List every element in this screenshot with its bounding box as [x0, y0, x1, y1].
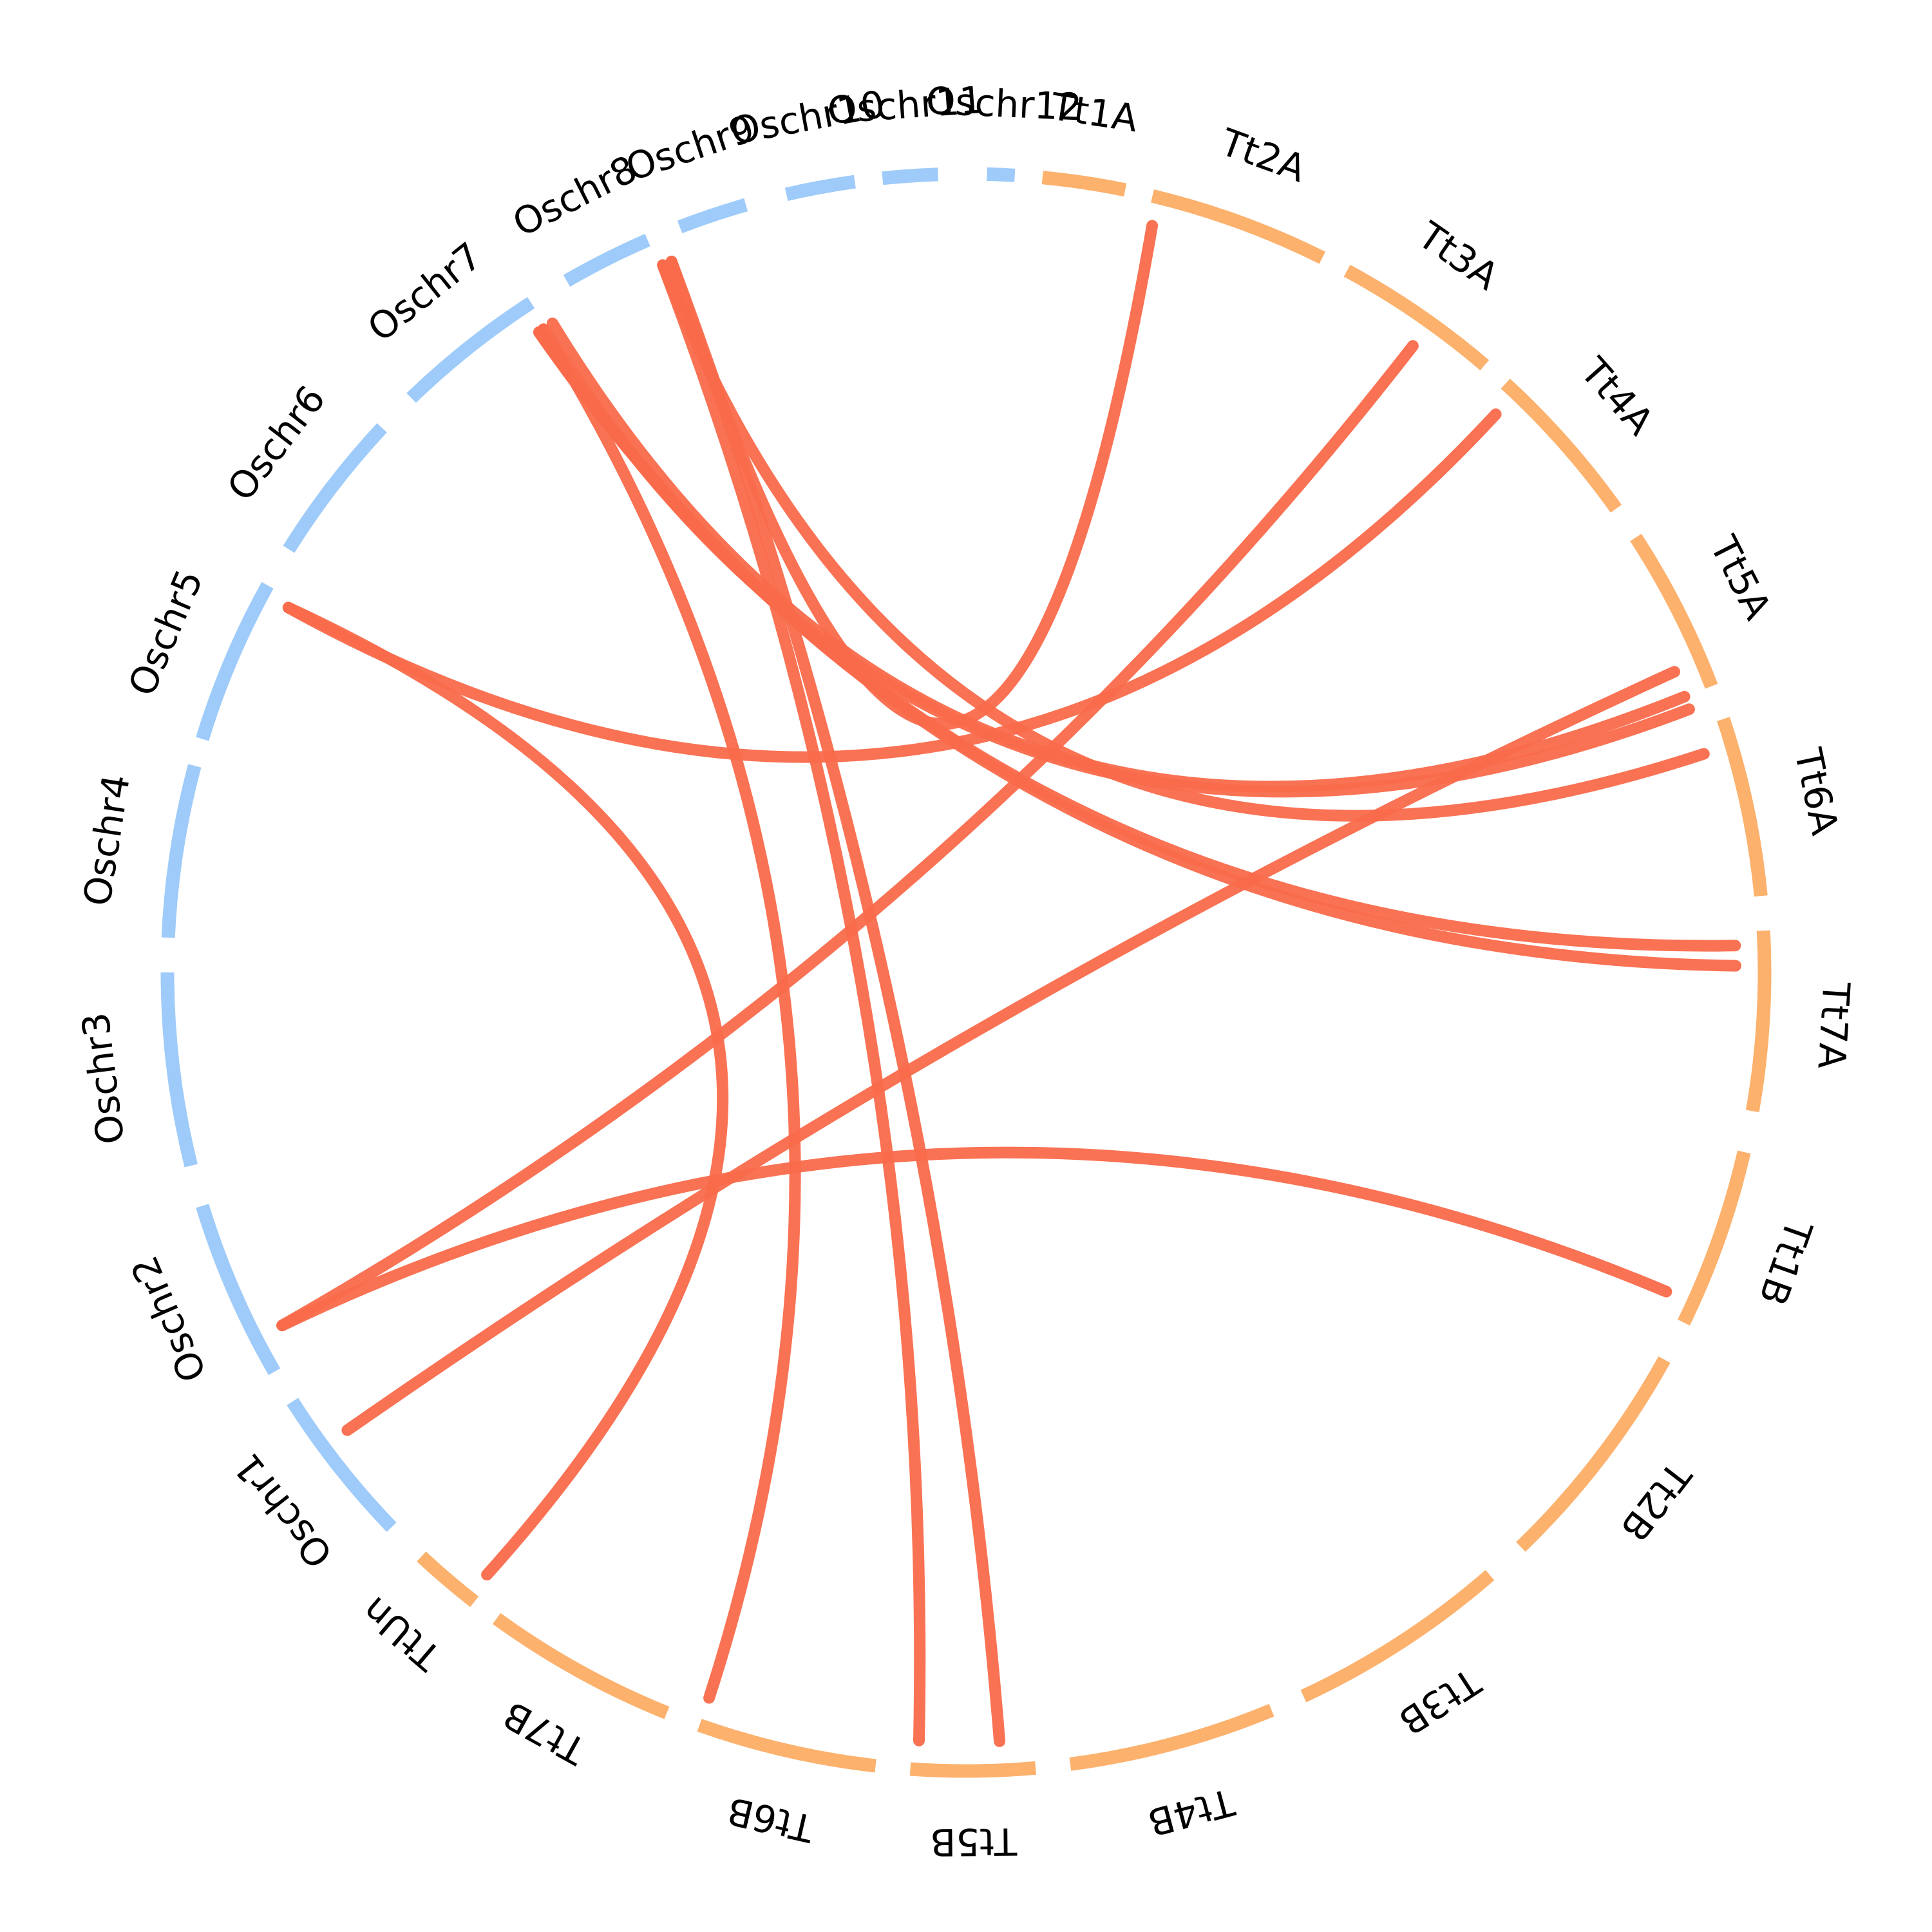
chromosome-label-tt2a: Tt2A [1215, 120, 1312, 191]
chromosome-label-tt5a: Tt5A [1701, 529, 1780, 627]
synteny-link-oschr2-tt3a [276, 340, 1419, 1332]
chromosome-label-oschr5: Oschr5 [120, 564, 212, 703]
chromosome-label-tt7a: Tt7A [1809, 980, 1858, 1070]
chromosome-segment-tt1a [1041, 171, 1127, 197]
chromosome-segment-tt4a [1501, 379, 1622, 513]
chromosome-segment-tt3b [1300, 1569, 1495, 1703]
chromosome-segment-oschr12 [987, 167, 1016, 182]
chromosome-segment-tt3a [1343, 265, 1490, 371]
chromosome-segment-oschr1 [287, 1397, 397, 1532]
chromosome-label-oschr1: Oschr1 [225, 1445, 341, 1576]
chromosome-label-tt1b: Tt1B [1750, 1214, 1821, 1311]
chromosome-label-tt3a: Tt3A [1410, 213, 1507, 299]
chromosome-segments [160, 167, 1772, 1778]
chromosome-label-oschr6: Oschr6 [219, 377, 334, 509]
chromosome-label-tt3b: Tt3B [1391, 1659, 1488, 1743]
chromosome-segment-tt1b [1678, 1150, 1751, 1326]
chromosome-segment-oschr11 [882, 167, 939, 185]
chromosome-label-tt4a: Tt4A [1571, 349, 1662, 444]
chromosome-label-oschr2: Oschr2 [122, 1250, 215, 1388]
chromosome-label-oschr7: Oschr7 [359, 234, 490, 350]
synteny-link-oschr2-tt1b [276, 1146, 1672, 1332]
chromosome-label-oschr8: Oschr8 [506, 147, 643, 245]
synteny-link-oschr9-tt5b [665, 256, 1006, 1747]
chromosome-label-tt2b: Tt2B [1612, 1454, 1700, 1549]
chromosome-segment-tt7a [1745, 930, 1772, 1113]
chromosome-segment-oschr4 [161, 764, 202, 938]
synteny-link-oschr6-ttun [282, 601, 729, 1581]
chromosome-label-oschr12: Oschr12 [925, 79, 1083, 129]
chromosome-label-tt4b: Tt4B [1143, 1779, 1239, 1844]
chromosome-segment-oschr7 [406, 297, 535, 403]
chromosome-segment-tt5a [1630, 533, 1718, 689]
chromosome-segment-tt6a [1716, 717, 1768, 897]
chromosome-labels: Tt1ATt2ATt3ATt4ATt5ATt6ATt7ATt1BTt2BTt3B… [73, 78, 1859, 1864]
chromosome-label-tt5b: Tt5B [930, 1819, 1018, 1864]
chromosome-segment-oschr3 [160, 972, 198, 1168]
chromosome-segment-tt2a [1151, 189, 1325, 264]
chromosome-label-tt6a: Tt6A [1786, 744, 1847, 838]
chromosome-segment-oschr10 [784, 175, 856, 202]
chromosome-label-tt7b: Tt7B [496, 1692, 594, 1773]
synteny-link-oschr6-tt4a [282, 408, 1502, 763]
chromosome-segment-tt6b [697, 1719, 876, 1773]
synteny-links [276, 220, 1741, 1747]
chromosome-segment-oschr2 [196, 1204, 281, 1376]
chromosome-segment-oschr5 [196, 582, 274, 741]
chromosome-segment-oschr6 [283, 423, 387, 553]
chromosome-segment-tt5b [909, 1761, 1037, 1778]
chromosome-label-oschr4: Oschr4 [75, 772, 138, 909]
chromosome-segment-oschr8 [563, 234, 650, 287]
synteny-link-oschr8-tt7b [537, 323, 801, 1704]
chromosome-label-oschr3: Oschr3 [73, 1010, 133, 1146]
chromosome-segment-tt2b [1516, 1356, 1671, 1552]
chromosome-segment-tt4b [1069, 1703, 1274, 1771]
synteny-link-oschr1-tt5a [341, 666, 1680, 1436]
chromosome-label-tt6b: Tt6B [723, 1788, 819, 1851]
chromosome-label-oschr11: Oschr11 [826, 78, 985, 133]
chromosome-segment-oschr9 [677, 198, 748, 234]
synteny-link-oschr9-tt6b [657, 259, 926, 1747]
synteny-link-oschr9-tt1a [665, 220, 1159, 730]
chromosome-segment-ttun [417, 1551, 479, 1607]
chromosome-segment-tt7b [492, 1613, 670, 1719]
chromosome-label-ttun: TtUn [354, 1588, 450, 1680]
